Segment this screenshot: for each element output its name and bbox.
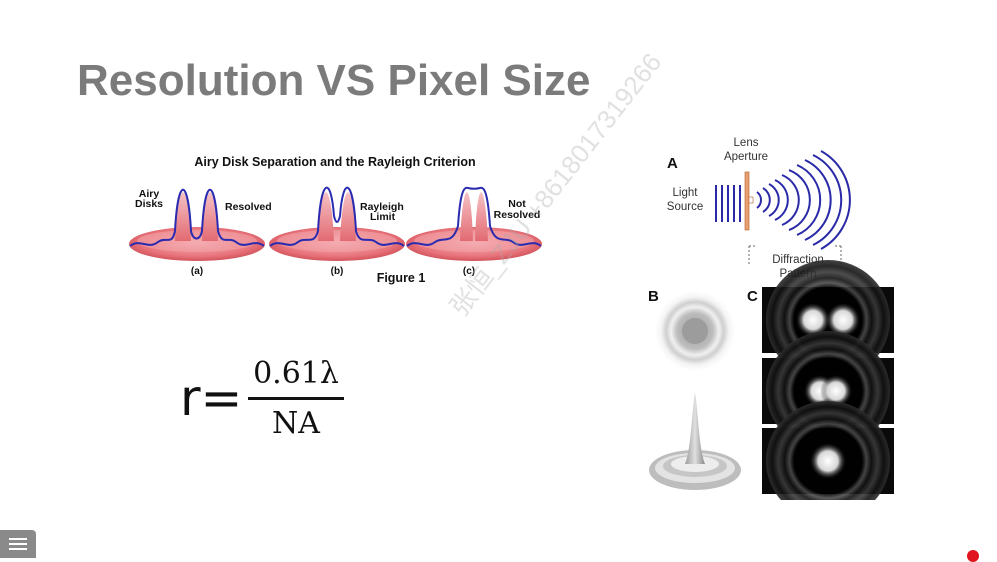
airy-disk-figure: Airy Disk Separation and the Rayleigh Cr…	[129, 155, 542, 285]
formula-numerator: 0.61λ	[253, 356, 339, 391]
diffraction-diagram: A Lens Aperture Light Source Diffraction…	[645, 130, 905, 500]
formula-denominator: NA	[272, 406, 320, 441]
sublabel-b: (b)	[331, 266, 344, 277]
slide-menu-button[interactable]	[0, 530, 36, 558]
figure-caption: Figure 1	[377, 271, 426, 285]
panel-b-label: B	[648, 288, 659, 305]
list-icon	[9, 538, 27, 540]
light-label: Light	[673, 187, 699, 199]
label-resolved: Resolved	[225, 201, 272, 213]
fraction-bar	[248, 397, 344, 400]
slide-title: Resolution VS Pixel Size	[77, 56, 591, 105]
label-not-resolved: Resolved	[494, 209, 541, 221]
formula-fraction: 0.61λ NA	[248, 355, 344, 442]
laser-pointer-dot	[967, 550, 979, 562]
airy-disk-a	[129, 189, 265, 261]
label-limit: Limit	[370, 211, 396, 223]
panel-c-label: C	[747, 288, 758, 305]
diffracted-waves	[756, 150, 851, 250]
label-rayleigh: Rayleigh	[360, 201, 404, 213]
aperture-label: Aperture	[724, 151, 768, 163]
airy-disk-b	[269, 186, 405, 261]
label-airy: Airy	[139, 188, 160, 200]
lens-label: Lens	[734, 137, 759, 149]
plane-waves	[715, 185, 741, 222]
airy-3d-peak	[649, 392, 741, 490]
source-label: Source	[667, 201, 703, 213]
airy-disk-c	[406, 186, 542, 261]
sublabel-c: (c)	[463, 266, 475, 277]
formula-lhs: r=	[180, 369, 243, 427]
label-disks: Disks	[135, 198, 163, 210]
label-not: Not	[508, 198, 526, 210]
pattern-not-resolved	[762, 401, 894, 500]
panel-a-label: A	[667, 155, 678, 172]
lens-aperture	[744, 171, 750, 231]
sublabel-a: (a)	[191, 266, 203, 277]
figure-heading: Airy Disk Separation and the Rayleigh Cr…	[194, 155, 475, 169]
